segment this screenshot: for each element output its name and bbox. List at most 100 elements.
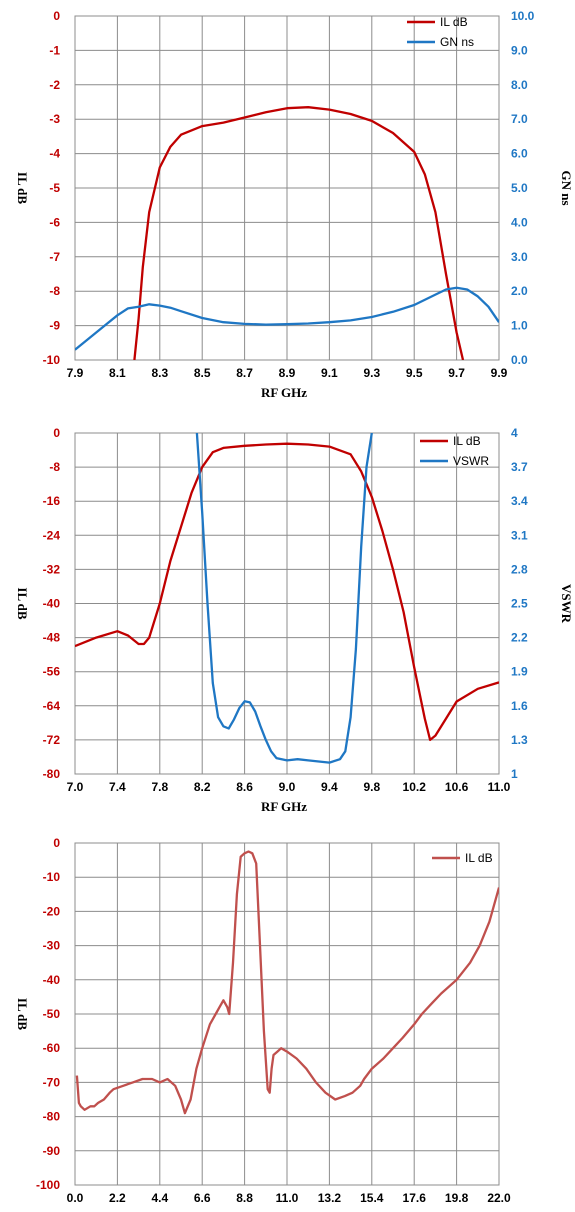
y-tick-label: -3 xyxy=(49,112,60,126)
x-tick-label: 22.0 xyxy=(487,1191,511,1205)
legend-label: IL dB xyxy=(440,15,468,29)
y2-tick-label: 3.4 xyxy=(511,494,528,508)
x-tick-label: 15.4 xyxy=(360,1191,384,1205)
x-tick-label: 4.4 xyxy=(151,1191,168,1205)
x-tick-label: 8.2 xyxy=(194,780,211,794)
y-tick-label: -9 xyxy=(49,319,60,333)
y2-tick-label: 1.3 xyxy=(511,733,528,747)
x-tick-label: 10.2 xyxy=(403,780,427,794)
y-axis-title: IL dB xyxy=(15,587,30,619)
y-tick-label: -10 xyxy=(43,353,61,367)
y-tick-label: -8 xyxy=(49,284,60,298)
y2-tick-label: 2.5 xyxy=(511,597,528,611)
x-tick-label: 8.6 xyxy=(236,780,253,794)
series-line-il-db xyxy=(133,106,465,360)
y-tick-label: -20 xyxy=(43,904,61,918)
x-axis-title: RF GHz xyxy=(261,1210,307,1212)
legend-label: IL dB xyxy=(453,434,481,448)
y-tick-label: 0 xyxy=(53,836,60,850)
y2-tick-label: 2.0 xyxy=(511,284,528,298)
series-line-vswr xyxy=(195,433,373,764)
y2-axis-title: GN ns xyxy=(559,170,574,205)
y-tick-label: -40 xyxy=(43,597,61,611)
y2-tick-label: 2.8 xyxy=(511,562,528,576)
y-axis-title: IL dB xyxy=(15,998,30,1030)
series-line-gn-ns xyxy=(75,286,499,351)
x-tick-label: 9.5 xyxy=(406,366,423,380)
x-tick-label: 9.1 xyxy=(321,366,338,380)
x-tick-label: 9.3 xyxy=(363,366,380,380)
y-tick-label: -40 xyxy=(43,973,61,987)
legend-label: IL dB xyxy=(465,851,493,865)
x-tick-label: 13.2 xyxy=(318,1191,342,1205)
y-tick-label: -6 xyxy=(49,215,60,229)
x-tick-label: 7.8 xyxy=(151,780,168,794)
y-tick-label: -60 xyxy=(43,1041,61,1055)
y2-tick-label: 1.6 xyxy=(511,699,528,713)
x-tick-label: 9.7 xyxy=(448,366,465,380)
y-tick-label: -70 xyxy=(43,1075,61,1089)
y-tick-label: -4 xyxy=(49,147,60,161)
y-tick-label: -72 xyxy=(43,733,61,747)
y-tick-label: -48 xyxy=(43,631,61,645)
x-tick-label: 17.6 xyxy=(403,1191,427,1205)
chart-3: 0.0 2.2 4.4 6.6 8.8 11.0 13.2 15.4 17.6 19.8 22.0 0… xyxy=(15,836,511,1212)
x-tick-label: 9.9 xyxy=(491,366,508,380)
series-line-il-db xyxy=(75,442,499,742)
y-tick-label: -100 xyxy=(36,1178,60,1192)
legend-label: VSWR xyxy=(453,454,489,468)
x-tick-label: 11.0 xyxy=(488,780,511,794)
x-tick-label: 9.0 xyxy=(279,780,296,794)
y2-axis-title: VSWR xyxy=(559,584,574,624)
x-tick-label: 7.4 xyxy=(109,780,126,794)
y2-tick-label: 3.7 xyxy=(511,460,528,474)
legend-label: GN ns xyxy=(440,35,474,49)
x-tick-label: 7.0 xyxy=(67,780,84,794)
series-line-il-db xyxy=(75,850,499,1115)
x-tick-label: 19.8 xyxy=(445,1191,469,1205)
x-tick-label: 10.6 xyxy=(445,780,469,794)
y2-tick-label: 10.0 xyxy=(511,9,535,23)
x-tick-label: 6.6 xyxy=(194,1191,211,1205)
chart-2: 7.0 7.4 7.8 8.2 8.6 9.0 9.4 9.8 10.2 10.6 11.0 0 -8 -… xyxy=(15,426,574,814)
y2-tick-label: 1.0 xyxy=(511,319,528,333)
y2-tick-label: 8.0 xyxy=(511,78,528,92)
y-tick-label: -80 xyxy=(43,1110,61,1124)
x-tick-label: 8.3 xyxy=(151,366,168,380)
y-tick-label: -90 xyxy=(43,1144,61,1158)
x-tick-label: 8.5 xyxy=(194,366,211,380)
y2-tick-label: 6.0 xyxy=(511,147,528,161)
x-tick-label: 2.2 xyxy=(109,1191,126,1205)
y-tick-label: -16 xyxy=(43,494,61,508)
y-tick-label: -32 xyxy=(43,562,61,576)
x-tick-label: 9.8 xyxy=(363,780,380,794)
y-tick-label: -80 xyxy=(43,767,61,781)
x-tick-label: 7.9 xyxy=(67,366,84,380)
y2-tick-label: 9.0 xyxy=(511,43,528,57)
y-tick-label: -5 xyxy=(49,181,60,195)
y2-tick-label: 1 xyxy=(511,767,518,781)
y-tick-label: -7 xyxy=(49,250,60,264)
y-tick-label: -56 xyxy=(43,665,61,679)
y-tick-label: -64 xyxy=(43,699,61,713)
y-tick-label: -50 xyxy=(43,1007,61,1021)
x-tick-label: 0.0 xyxy=(67,1191,84,1205)
y2-tick-label: 1.9 xyxy=(511,665,528,679)
y2-tick-label: 2.2 xyxy=(511,631,528,645)
chart-1: 7.9 8.1 8.3 8.5 8.7 8.9 9.1 9.3 9.5 9.7 9.9 0 -1 -2 -3… xyxy=(15,9,574,400)
y-tick-label: -10 xyxy=(43,870,61,884)
x-tick-label: 8.9 xyxy=(279,366,296,380)
y-tick-label: -24 xyxy=(43,528,61,542)
x-tick-label: 8.1 xyxy=(109,366,126,380)
y-tick-label: -30 xyxy=(43,939,61,953)
x-tick-label: 8.7 xyxy=(236,366,253,380)
y-tick-label: -2 xyxy=(49,78,60,92)
y2-tick-label: 0.0 xyxy=(511,353,528,367)
y-tick-label: -1 xyxy=(49,43,60,57)
y2-tick-label: 7.0 xyxy=(511,112,528,126)
y2-tick-label: 5.0 xyxy=(511,181,528,195)
x-tick-label: 8.8 xyxy=(236,1191,253,1205)
y-tick-label: 0 xyxy=(53,426,60,440)
